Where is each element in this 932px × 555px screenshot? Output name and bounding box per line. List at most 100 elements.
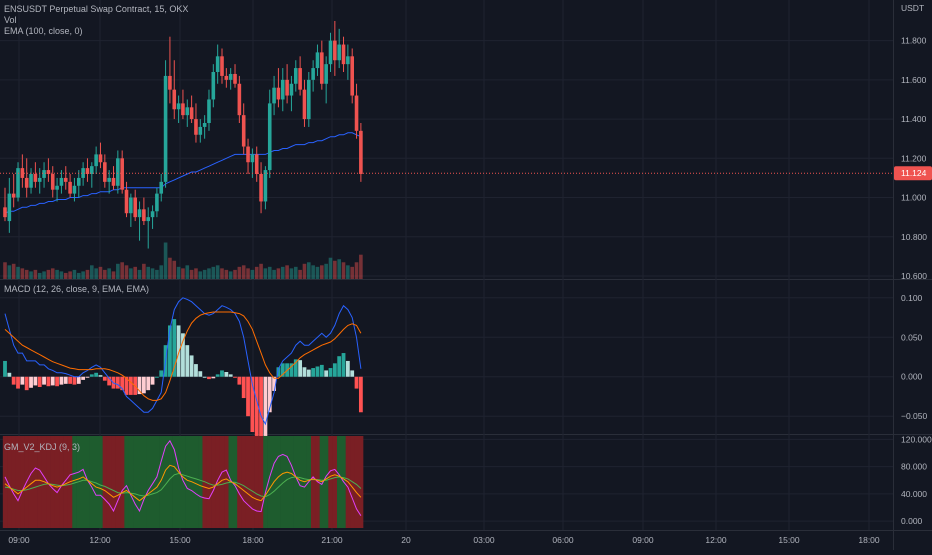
candle-body <box>259 174 263 202</box>
volume-bar <box>168 257 172 279</box>
candle-body <box>267 103 272 171</box>
macd-pane[interactable] <box>3 297 363 440</box>
volume-bar <box>298 269 302 279</box>
price-tick-label: 11.000 <box>901 193 927 203</box>
candle-body <box>307 79 311 120</box>
macd-histogram-bar <box>7 372 12 377</box>
volume-bar <box>346 265 350 279</box>
kdj-tick-label: 120.000 <box>901 434 932 444</box>
volume-bar <box>350 266 354 279</box>
price-tick-label: 10.800 <box>901 232 927 242</box>
volume-bar <box>55 269 59 279</box>
macd-histogram-bar <box>141 376 146 394</box>
macd-histogram-bar <box>207 376 211 380</box>
volume-bar <box>3 262 7 279</box>
last-price-label: 11.124 <box>901 168 927 178</box>
candle-body <box>333 40 337 61</box>
volume-bar <box>237 266 242 279</box>
macd-histogram-bar <box>237 376 242 385</box>
kdj-zone <box>111 436 116 528</box>
candle-body <box>116 158 120 186</box>
macd-histogram-bar <box>59 376 64 385</box>
kdj-zone <box>211 436 216 528</box>
candle-body <box>241 115 246 147</box>
volume-bar <box>155 269 159 279</box>
volume-bar <box>280 266 285 279</box>
kdj-zone <box>146 436 151 528</box>
kdj-tick-label: 40.000 <box>901 489 927 499</box>
macd-histogram-bar <box>263 376 268 436</box>
macd-histogram-bar <box>3 360 7 377</box>
kdj-zone <box>310 436 316 528</box>
candle-body <box>16 168 20 198</box>
volume-bar <box>50 268 55 279</box>
kdj-pane[interactable] <box>2 436 364 528</box>
kdj-zone <box>93 436 99 528</box>
volume-bar <box>163 242 168 279</box>
macd-legend[interactable]: MACD (12, 26, close, 9, EMA, EMA) <box>4 284 150 294</box>
volume-bar <box>194 268 198 279</box>
vol-legend[interactable]: Vol <box>4 15 17 25</box>
candle-body <box>129 197 133 214</box>
kdj-zone <box>258 436 264 528</box>
volume-bar <box>150 268 155 279</box>
kdj-legend[interactable]: GM_V2_KDJ (9, 3) <box>4 442 81 452</box>
kdj-zone <box>280 436 286 528</box>
kdj-zone <box>167 436 173 528</box>
macd-histogram-bar <box>146 376 151 391</box>
macd-histogram-bar <box>337 356 342 377</box>
macd-histogram-bar <box>215 374 220 377</box>
kdj-zone <box>11 436 17 528</box>
candle-body <box>55 185 59 190</box>
kdj-zone <box>358 436 364 528</box>
volume-bar <box>215 265 220 279</box>
candle-body <box>298 68 302 90</box>
macd-histogram-bar <box>293 359 298 377</box>
macd-histogram-bar <box>42 376 46 385</box>
volume-bar <box>211 266 216 279</box>
candle-body <box>302 89 307 120</box>
candle-body <box>346 56 350 65</box>
volume-bar <box>189 269 194 279</box>
volume-bar <box>276 268 281 279</box>
volume-bar <box>320 265 324 279</box>
candle-body <box>163 75 168 182</box>
kdj-zone <box>185 436 190 528</box>
macd-histogram-bar <box>124 376 129 395</box>
candle-body <box>359 130 363 174</box>
macd-histogram-bar <box>254 376 259 436</box>
candle-body <box>94 154 98 167</box>
kdj-zone <box>323 436 329 528</box>
kdj-zone <box>284 436 290 528</box>
candle-body <box>103 162 107 182</box>
kdj-zone <box>106 436 112 528</box>
candle-body <box>194 119 198 135</box>
candle-body <box>176 103 181 110</box>
kdj-zone <box>72 436 77 528</box>
kdj-zone <box>254 436 260 528</box>
volume-bar <box>185 265 190 279</box>
kdj-zone <box>154 436 160 528</box>
macd-histogram-bar <box>128 376 133 395</box>
kdj-zone <box>133 436 138 528</box>
ema-legend[interactable]: EMA (100, close, 0) <box>4 26 83 36</box>
candle-body <box>189 107 194 120</box>
price-pane[interactable] <box>0 21 893 279</box>
candle-body <box>254 154 259 174</box>
candle-body <box>320 52 324 84</box>
kdj-zone <box>237 436 242 528</box>
kdj-zone <box>215 436 221 528</box>
kdj-zone <box>124 436 129 528</box>
volume-bar <box>354 262 359 279</box>
kdj-zone <box>159 436 164 528</box>
volume-bar <box>124 265 129 279</box>
kdj-zone <box>172 436 177 528</box>
kdj-zone <box>250 436 255 528</box>
macd-histogram-bar <box>115 376 120 389</box>
symbol-legend[interactable]: ENSUSDT Perpetual Swap Contract, 15, OKX… <box>4 4 188 37</box>
macd-tick-label: 0.100 <box>901 293 923 303</box>
kdj-zone <box>150 436 156 528</box>
candle-body <box>81 168 85 178</box>
